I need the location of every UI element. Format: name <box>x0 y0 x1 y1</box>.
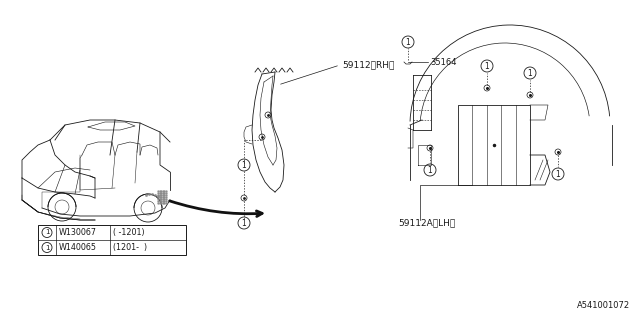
Text: ( -1201): ( -1201) <box>113 228 145 237</box>
Text: 1: 1 <box>484 61 490 70</box>
Text: 35164: 35164 <box>430 58 456 67</box>
Text: W130067: W130067 <box>59 228 97 237</box>
Text: W140065: W140065 <box>59 243 97 252</box>
Text: 1: 1 <box>242 161 246 170</box>
Text: 1: 1 <box>527 68 532 77</box>
Text: 1: 1 <box>45 229 49 236</box>
Text: 1: 1 <box>428 165 433 174</box>
Text: 1: 1 <box>242 219 246 228</box>
Text: 1: 1 <box>45 244 49 251</box>
Text: 1: 1 <box>556 170 561 179</box>
Bar <box>38 225 186 255</box>
Text: A541001072: A541001072 <box>577 301 630 310</box>
Text: 1: 1 <box>406 37 410 46</box>
Text: 59112〈RH〉: 59112〈RH〉 <box>342 60 394 69</box>
Text: (1201-  ): (1201- ) <box>113 243 147 252</box>
Text: 59112A〈LH〉: 59112A〈LH〉 <box>398 218 455 227</box>
